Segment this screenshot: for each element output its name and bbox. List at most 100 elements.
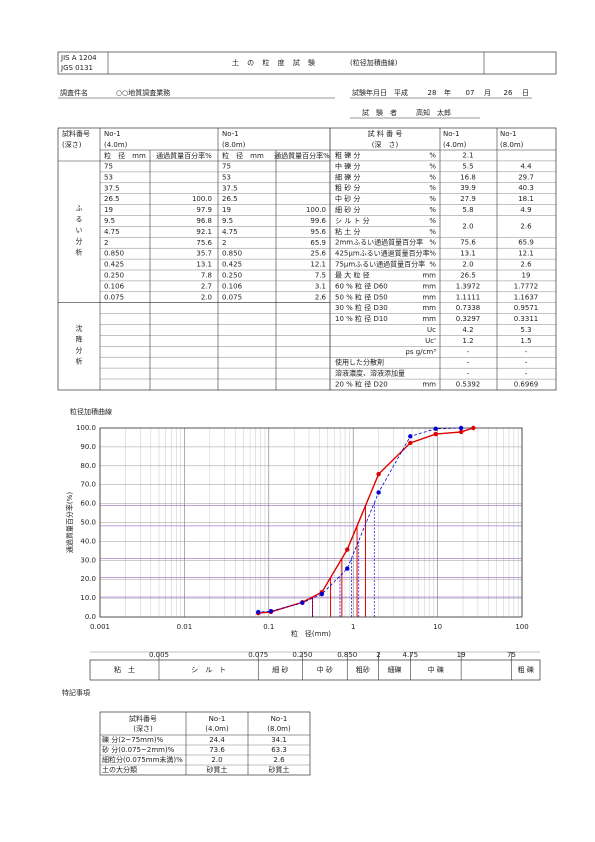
data-point bbox=[433, 431, 438, 437]
soil-class: 粗砂 bbox=[356, 665, 370, 674]
data-point bbox=[345, 566, 350, 571]
sample-depth: (4.0m) bbox=[443, 141, 467, 149]
data-point bbox=[376, 471, 381, 477]
prop-value: 27.9 bbox=[460, 195, 476, 203]
code: JGS 0131 bbox=[60, 64, 93, 72]
soil-class: 中 礫 bbox=[428, 665, 444, 674]
prop-label: 2mmふるい通過質量百分率 bbox=[335, 238, 423, 247]
prop-value: 19 bbox=[522, 271, 531, 279]
passing-value: 96.8 bbox=[196, 217, 212, 225]
soil-class: 細礫 bbox=[387, 665, 401, 674]
remark-value: 24.4 bbox=[209, 736, 225, 744]
data-point bbox=[458, 425, 464, 431]
remark-value: 63.3 bbox=[271, 746, 287, 754]
sieve-size: 0.075 bbox=[222, 293, 242, 301]
sieve-size: 75 bbox=[222, 162, 231, 170]
remark-value: 砂質土 bbox=[207, 765, 228, 774]
prop-unit: % bbox=[429, 206, 436, 214]
prop-value: 39.9 bbox=[460, 184, 476, 192]
remark-label: 細粒分(0.075mm未満)% bbox=[102, 755, 183, 764]
prop-label: 最 大 粒 径 bbox=[335, 270, 370, 279]
prop-label: 粗 砂 分 bbox=[335, 183, 360, 192]
remark-value: 砂質土 bbox=[269, 765, 290, 774]
soil-class: 粗 礫 bbox=[518, 665, 534, 674]
prop-unit: mm bbox=[422, 293, 436, 301]
data-point bbox=[345, 547, 350, 552]
passing-value: 35.7 bbox=[196, 250, 212, 258]
prop-unit: % bbox=[429, 261, 436, 269]
prop-unit: % bbox=[429, 151, 436, 159]
y-tick-label: 60.0 bbox=[80, 500, 96, 508]
info-label: 日 bbox=[522, 89, 529, 97]
y-tick-label: 50.0 bbox=[80, 519, 96, 527]
prop-value: 2.1 bbox=[462, 151, 473, 159]
prop-value: 2.0 bbox=[462, 261, 473, 269]
prop-unit: % bbox=[429, 184, 436, 192]
prop-label: 溶液濃度、溶液添加量 bbox=[335, 369, 405, 378]
sieve-size: 9.5 bbox=[104, 217, 115, 225]
scale-bound: 75 bbox=[507, 651, 516, 659]
soil-class: 中 砂 bbox=[317, 665, 333, 674]
passing-value: 2.6 bbox=[315, 293, 327, 301]
sieve-size: 53 bbox=[222, 173, 231, 181]
remark-value: 2.6 bbox=[273, 756, 285, 764]
col-header: 粒 径 mm bbox=[222, 151, 264, 160]
prop-value: - bbox=[467, 359, 470, 367]
prop-value: 2.0 bbox=[462, 222, 473, 230]
prop-value: 4.9 bbox=[520, 206, 531, 214]
prop-value: - bbox=[467, 370, 470, 378]
scale-bound: 0.075 bbox=[248, 651, 268, 659]
scale-bound: 19 bbox=[457, 651, 466, 659]
sieve-size: 9.5 bbox=[222, 217, 233, 225]
prop-unit: % bbox=[429, 250, 436, 258]
x-tick-label: 0.01 bbox=[177, 623, 193, 631]
prop-label: 20 % 粒 径 D20 bbox=[335, 380, 388, 389]
prop-value: 1.3972 bbox=[456, 282, 481, 290]
prop-value: 75.6 bbox=[460, 239, 476, 247]
sieve-size: 26.5 bbox=[222, 195, 238, 203]
info-label: 年 bbox=[444, 88, 451, 97]
x-tick-label: 10 bbox=[433, 623, 442, 631]
prop-value: 0.3311 bbox=[514, 315, 539, 323]
data-point bbox=[268, 608, 274, 614]
sample-depth: (8.0m) bbox=[222, 141, 246, 149]
info-value: ○○地質調査業務 bbox=[116, 88, 170, 97]
prop-label: 使用した分散剤 bbox=[335, 358, 384, 367]
scale-bar bbox=[89, 659, 541, 681]
col-header: 試料番号 bbox=[62, 129, 90, 138]
info-value: 07 bbox=[466, 89, 475, 97]
col-header: 試 料 番 号 bbox=[368, 129, 403, 138]
sieve-size: 2 bbox=[104, 239, 108, 247]
prop-label: 粘 土 分 bbox=[335, 227, 360, 236]
passing-value: 7.5 bbox=[315, 271, 326, 279]
scale-bound: 4.75 bbox=[403, 651, 419, 659]
prop-value: 4.2 bbox=[462, 326, 473, 334]
prop-value: 5.3 bbox=[520, 326, 531, 334]
y-tick-label: 20.0 bbox=[80, 575, 96, 583]
prop-label: 50 % 粒 径 D50 bbox=[335, 292, 388, 301]
y-tick-label: 0.0 bbox=[85, 613, 96, 621]
sample-depth: (4.0m) bbox=[104, 141, 128, 149]
y-axis-label: 通過質量百分率(%) bbox=[65, 492, 74, 553]
y-tick-label: 10.0 bbox=[80, 594, 96, 602]
col-header: (深さ) bbox=[133, 724, 153, 733]
prop-value: - bbox=[525, 359, 528, 367]
prop-unit: mm bbox=[422, 282, 436, 290]
x-tick-label: 100 bbox=[515, 623, 528, 631]
prop-value: 1.5 bbox=[520, 337, 531, 345]
prop-value: 16.8 bbox=[460, 173, 476, 181]
remark-label: 土の大分類 bbox=[102, 765, 137, 774]
prop-value: 65.9 bbox=[518, 239, 534, 247]
soil-class: 粘 土 bbox=[114, 665, 135, 674]
prop-unit: % bbox=[429, 217, 436, 225]
info-value: 28 bbox=[428, 89, 437, 97]
sieve-size: 0.425 bbox=[104, 261, 124, 269]
data-point bbox=[433, 426, 438, 431]
sample-no: No-1 bbox=[209, 715, 226, 723]
col-header: 試料番号 bbox=[129, 714, 157, 723]
scale-bound: 0.250 bbox=[292, 651, 312, 659]
prop-value: 2.6 bbox=[520, 261, 532, 269]
prop-label: 10 % 粒 径 D10 bbox=[335, 314, 388, 323]
prop-value: 12.1 bbox=[518, 250, 534, 258]
info-label: 月 bbox=[484, 89, 491, 97]
